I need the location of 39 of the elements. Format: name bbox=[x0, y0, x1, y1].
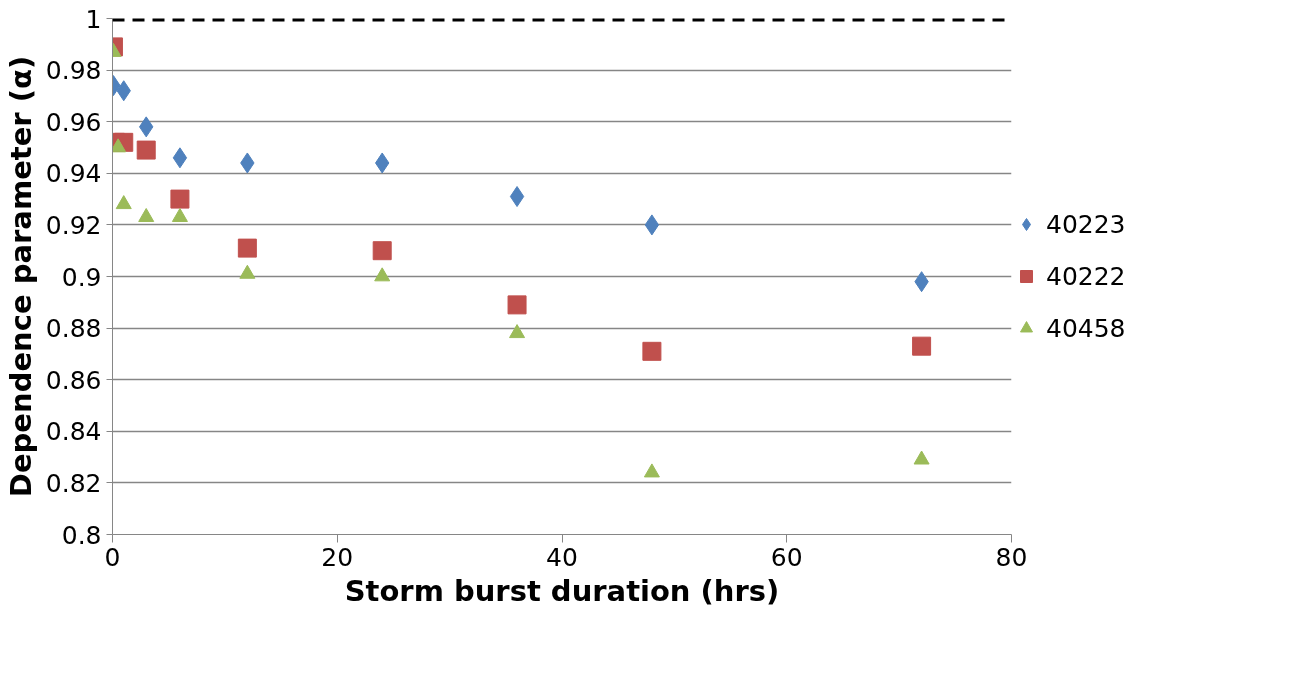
y-tick-label: 0.82 bbox=[45, 468, 102, 498]
point bbox=[172, 147, 188, 169]
x-tick-label: 80 bbox=[995, 542, 1028, 572]
x-tick-label: 20 bbox=[321, 542, 354, 572]
y-tick-label: 0.96 bbox=[45, 107, 102, 137]
point bbox=[509, 324, 526, 339]
y-tick-label: 0.86 bbox=[45, 365, 102, 395]
point bbox=[509, 186, 525, 208]
y-tick-label: 1 bbox=[85, 4, 102, 34]
x-axis-title: Storm burst duration (hrs) bbox=[344, 573, 780, 608]
point bbox=[170, 189, 190, 209]
y-tick-label: 0.8 bbox=[61, 520, 102, 550]
point bbox=[644, 214, 660, 236]
y-tick-label: 0.84 bbox=[45, 417, 102, 447]
point bbox=[115, 195, 132, 210]
legend-label: 40223 bbox=[1046, 209, 1126, 239]
legend-label: 40458 bbox=[1046, 313, 1126, 343]
legend-label: 40222 bbox=[1046, 261, 1126, 291]
y-axis-title: Dependence parameter (α) bbox=[3, 55, 38, 498]
point bbox=[642, 341, 662, 361]
point bbox=[913, 450, 930, 465]
point bbox=[912, 336, 932, 356]
point bbox=[138, 208, 155, 222]
y-tick-label: 0.9 bbox=[61, 262, 102, 292]
y-tick-label: 0.98 bbox=[45, 56, 102, 86]
point bbox=[239, 264, 256, 279]
x-tick-label: 60 bbox=[770, 542, 803, 572]
point bbox=[136, 140, 156, 160]
point bbox=[643, 463, 660, 478]
y-tick-label: 0.92 bbox=[45, 210, 102, 240]
point bbox=[374, 267, 391, 282]
point bbox=[372, 241, 392, 261]
point bbox=[507, 295, 527, 315]
point bbox=[171, 208, 188, 222]
x-tick-label: 40 bbox=[546, 542, 578, 572]
x-tick-label: 0 bbox=[104, 542, 121, 572]
y-tick-label: 0.94 bbox=[45, 159, 102, 189]
point bbox=[237, 238, 257, 258]
y-tick-label: 0.88 bbox=[45, 314, 102, 344]
